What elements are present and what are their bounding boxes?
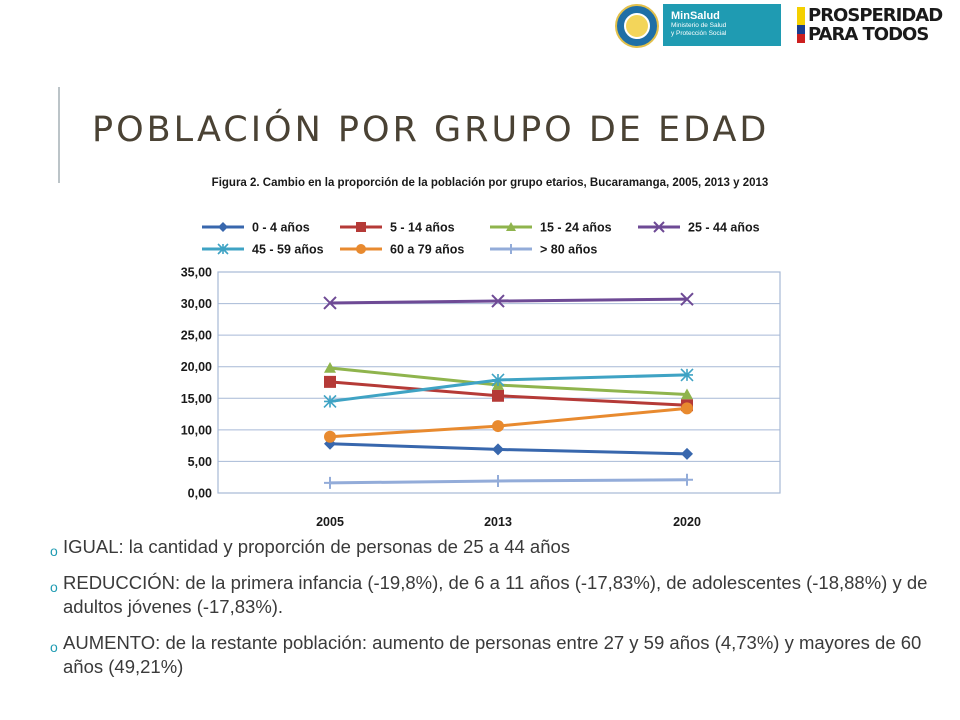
bullet-marker: o (50, 543, 58, 559)
y-tick-label: 25,00 (181, 329, 212, 343)
data-point (324, 476, 336, 489)
colombia-seal-logo (615, 4, 659, 48)
data-point (680, 292, 694, 306)
legend-label: 60 a 79 años (390, 243, 464, 257)
bullet-text: IGUAL: la cantidad y proporción de perso… (63, 536, 571, 557)
bullet-list: o IGUAL: la cantidad y proporción de per… (50, 535, 930, 691)
data-point (492, 475, 504, 488)
series-line (329, 297, 688, 305)
prosperidad-line-1: PROSPERIDAD (808, 5, 943, 26)
y-tick-label: 35,00 (181, 266, 212, 280)
legend-label: 5 - 14 años (390, 221, 455, 235)
data-point (324, 430, 336, 443)
bullet-item: o IGUAL: la cantidad y proporción de per… (50, 535, 930, 559)
header-logos: MinSalud Ministerio de Salud y Protecció… (615, 4, 943, 48)
legend-label: > 80 años (540, 243, 597, 257)
series-line (329, 406, 688, 439)
y-tick-label: 20,00 (181, 360, 212, 374)
title-accent-bar (58, 87, 60, 183)
colombia-flag-icon (797, 7, 805, 43)
legend-marker (356, 244, 366, 254)
data-point (681, 473, 693, 486)
minsalud-brand: MinSalud (671, 10, 720, 22)
x-tick-label: 2020 (673, 515, 701, 529)
legend-marker (218, 222, 228, 232)
data-point (680, 368, 694, 382)
y-tick-label: 30,00 (181, 297, 212, 311)
data-point (681, 402, 693, 415)
data-point (492, 420, 504, 433)
data-point (681, 388, 693, 400)
data-point (491, 294, 505, 308)
y-tick-label: 10,00 (181, 423, 212, 437)
data-point (323, 296, 337, 310)
bullet-item: o AUMENTO: de la restante población: aum… (50, 631, 930, 679)
data-point (323, 394, 337, 409)
legend-marker (506, 244, 516, 254)
legend-marker (356, 222, 366, 232)
minsalud-subtitle-2: y Protección Social (671, 30, 727, 37)
y-tick-label: 5,00 (188, 455, 212, 469)
series-line (329, 442, 688, 456)
data-point (492, 389, 504, 402)
legend-label: 15 - 24 años (540, 221, 612, 235)
bullet-text: AUMENTO: de la restante población: aumen… (63, 632, 922, 677)
y-tick-label: 15,00 (181, 392, 212, 406)
legend-marker (217, 243, 229, 255)
prosperidad-line-2: PARA TODOS (808, 24, 929, 45)
data-point (491, 373, 505, 387)
x-tick-label: 2013 (484, 515, 512, 529)
data-point (681, 447, 693, 460)
prosperidad-logo: PROSPERIDAD PARA TODOS (797, 5, 943, 45)
y-tick-label: 0,00 (188, 487, 212, 501)
legend-label: 25 - 44 años (688, 221, 760, 235)
series-line (329, 366, 688, 396)
chart-title: Figura 2. Cambio en la proporción de la … (212, 177, 769, 189)
data-point (492, 443, 504, 456)
bullet-text: REDUCCIÓN: de la primera infancia (-19,8… (63, 572, 928, 617)
x-tick-label: 2005 (316, 515, 344, 529)
data-point (324, 375, 336, 388)
legend-label: 45 - 59 años (252, 243, 324, 257)
minsalud-logo: MinSalud Ministerio de Salud y Protecció… (663, 4, 781, 46)
slide-title: POBLACIÓN POR GRUPO DE EDAD (92, 110, 770, 150)
data-point (324, 361, 336, 373)
series-line (329, 478, 688, 485)
legend-marker (653, 221, 665, 233)
legend-marker (506, 222, 516, 231)
bullet-marker: o (50, 639, 58, 655)
bullet-item: o REDUCCIÓN: de la primera infancia (-19… (50, 571, 930, 619)
legend-label: 0 - 4 años (252, 221, 310, 235)
bullet-marker: o (50, 579, 58, 595)
minsalud-subtitle-1: Ministerio de Salud (671, 22, 727, 29)
line-chart: Figura 2. Cambio en la proporción de la … (181, 177, 781, 529)
